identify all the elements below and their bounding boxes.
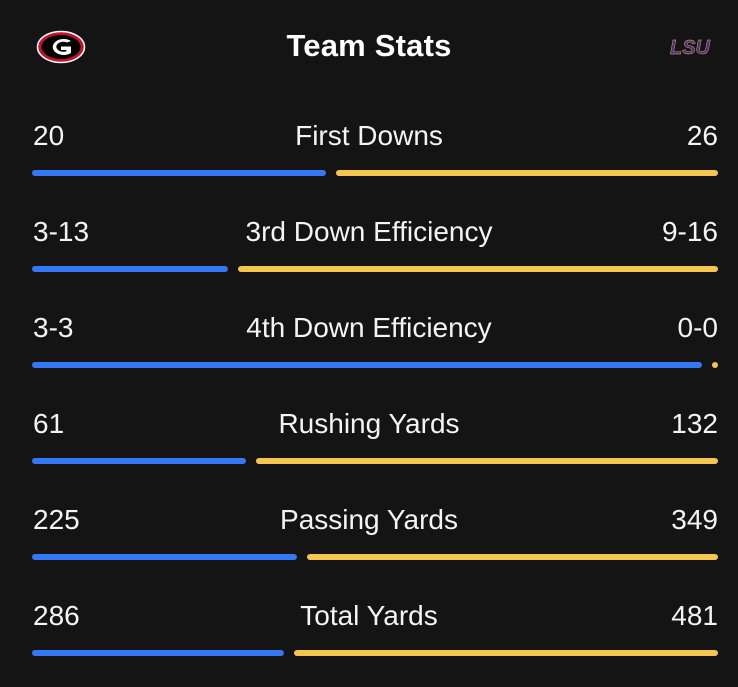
home-value: 3-13 — [33, 216, 90, 247]
away-value: 9-16 — [661, 216, 718, 247]
home-value: 3-3 — [33, 312, 74, 343]
stat-label: 4th Down Efficiency — [246, 312, 492, 343]
stat-label: Rushing Yards — [278, 408, 460, 439]
stat-label: Passing Yards — [280, 504, 458, 535]
away-value: 132 — [671, 408, 718, 439]
away-bar — [238, 266, 718, 272]
stat-row-3rd-down-efficiency: 3-13 3rd Down Efficiency 9-16 — [0, 192, 738, 288]
away-bar — [256, 458, 718, 464]
stat-label: First Downs — [295, 120, 443, 151]
comparison-bar — [32, 170, 718, 176]
home-bar — [32, 266, 228, 272]
lsu-logo-text: LSU — [670, 37, 711, 58]
page-title: Team Stats — [286, 28, 452, 63]
away-value: 0-0 — [677, 312, 718, 343]
comparison-bar — [32, 266, 718, 272]
stat-row-total-yards: 286 Total Yards 481 — [0, 576, 738, 672]
away-bar — [294, 650, 718, 656]
stats-list: 20 First Downs 26 3-13 3rd Down Efficien… — [0, 96, 738, 672]
stat-row-passing-yards: 225 Passing Yards 349 — [0, 480, 738, 576]
comparison-bar — [32, 554, 718, 560]
home-value: 225 — [33, 504, 80, 535]
home-value: 286 — [33, 600, 80, 631]
header: Team Stats LSU — [0, 0, 738, 96]
home-bar — [32, 170, 326, 176]
comparison-bar — [32, 458, 718, 464]
away-value: 26 — [686, 120, 718, 151]
home-bar — [32, 554, 297, 560]
home-value: 20 — [33, 120, 65, 151]
home-bar — [32, 650, 284, 656]
stat-row-rushing-yards: 61 Rushing Yards 132 — [0, 384, 738, 480]
stat-row-first-downs: 20 First Downs 26 — [0, 96, 738, 192]
home-bar — [32, 458, 246, 464]
away-bar — [712, 362, 718, 368]
home-bar — [32, 362, 702, 368]
lsu-logo-icon: LSU — [670, 37, 711, 58]
home-value: 61 — [33, 408, 65, 439]
away-bar — [307, 554, 718, 560]
away-bar — [336, 170, 718, 176]
away-value: 481 — [671, 600, 718, 631]
stat-label: Total Yards — [300, 600, 438, 631]
away-value: 349 — [671, 504, 718, 535]
georgia-g-logo-icon — [36, 30, 86, 64]
comparison-bar — [32, 650, 718, 656]
stat-row-4th-down-efficiency: 3-3 4th Down Efficiency 0-0 — [0, 288, 738, 384]
stat-label: 3rd Down Efficiency — [245, 216, 493, 247]
comparison-bar — [32, 362, 718, 368]
